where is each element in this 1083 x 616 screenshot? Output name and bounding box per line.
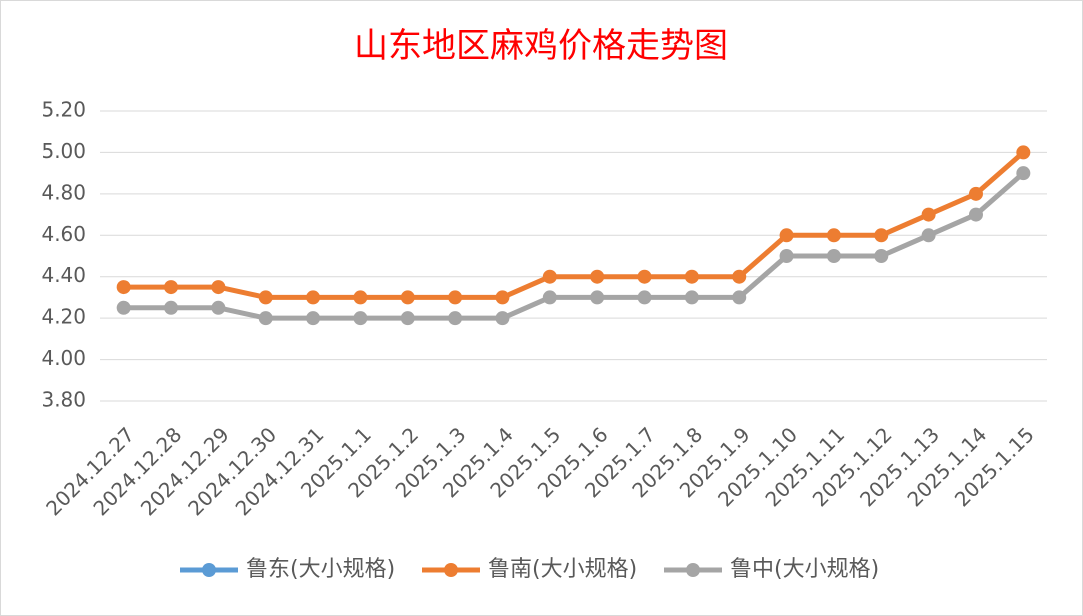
data-point	[779, 249, 794, 263]
y-tick-label: 5.20	[41, 98, 86, 122]
data-point	[258, 311, 273, 326]
legend-marker	[444, 563, 458, 577]
data-point	[684, 269, 699, 284]
data-point	[874, 228, 889, 243]
data-point	[968, 207, 983, 222]
y-tick-label: 4.00	[41, 346, 86, 370]
y-tick-label: 4.60	[41, 222, 86, 246]
data-point	[1016, 166, 1031, 181]
data-point	[116, 280, 131, 295]
legend-marker	[202, 563, 216, 577]
data-point	[826, 249, 841, 263]
data-point	[353, 290, 368, 305]
data-point	[400, 290, 415, 305]
data-point	[590, 269, 605, 284]
chart-title: 山东地区麻鸡价格走势图	[354, 26, 728, 66]
legend-label: 鲁东(大小规格)	[246, 557, 395, 582]
data-point	[448, 311, 463, 326]
data-point	[826, 228, 841, 243]
data-point	[732, 290, 747, 305]
data-point	[258, 290, 273, 305]
data-point	[164, 280, 179, 295]
data-point	[164, 300, 179, 315]
data-point	[637, 269, 652, 284]
data-point	[211, 280, 226, 295]
y-tick-label: 4.80	[41, 180, 86, 204]
data-point	[684, 290, 699, 305]
data-point	[968, 186, 983, 201]
data-point	[874, 249, 889, 263]
y-tick-label: 4.40	[41, 263, 86, 287]
data-point	[732, 269, 747, 284]
data-point	[542, 269, 557, 284]
data-point	[400, 311, 415, 326]
data-point	[921, 207, 936, 222]
series-line	[123, 171, 1025, 321]
y-tick-label: 5.00	[41, 139, 86, 163]
data-point	[211, 300, 226, 315]
data-point	[542, 290, 557, 305]
y-tick-label: 3.80	[41, 388, 86, 412]
data-point	[116, 300, 131, 315]
y-tick-label: 4.20	[41, 305, 86, 329]
data-point	[637, 290, 652, 305]
data-point	[306, 311, 321, 326]
data-point	[1016, 145, 1031, 160]
legend-marker	[686, 563, 700, 577]
legend-label: 鲁南(大小规格)	[488, 557, 637, 582]
data-point	[921, 228, 936, 243]
series-line	[123, 150, 1025, 300]
data-point	[495, 290, 510, 305]
data-point	[306, 290, 321, 305]
data-point	[353, 311, 368, 326]
data-point	[779, 228, 794, 243]
data-point	[448, 290, 463, 305]
data-point	[495, 311, 510, 326]
data-point	[590, 290, 605, 305]
legend-label: 鲁中(大小规格)	[730, 557, 879, 582]
